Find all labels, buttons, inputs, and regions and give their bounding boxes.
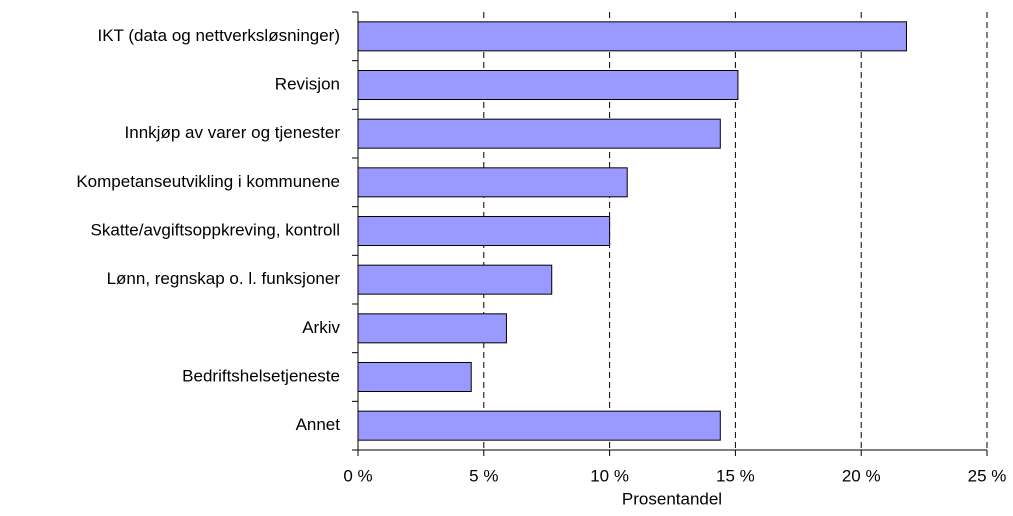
y-tick-label: Lønn, regnskap o. l. funksjoner <box>107 269 341 288</box>
x-tick-label: 20 % <box>842 466 881 485</box>
bar <box>357 362 472 392</box>
bar <box>357 410 721 441</box>
x-tick-label: 15 % <box>716 466 755 485</box>
x-tick-label: 5 % <box>469 466 498 485</box>
bar <box>357 313 507 344</box>
x-tick-label: 10 % <box>590 466 629 485</box>
x-tick-label: 0 % <box>343 466 372 485</box>
y-tick-label: Skatte/avgiftsoppkreving, kontroll <box>91 220 340 239</box>
bar <box>357 118 721 149</box>
x-tick-label: 25 % <box>968 466 1007 485</box>
bar <box>357 264 553 295</box>
y-tick-label: Kompetanseutvikling i kommunene <box>76 172 340 191</box>
bar <box>357 21 907 52</box>
bar <box>357 216 611 246</box>
bar <box>357 70 739 100</box>
x-axis-label: Prosentandel <box>622 489 722 508</box>
bar <box>357 167 628 198</box>
y-tick-label: Annet <box>296 415 341 434</box>
y-tick-label: Bedriftshelsetjeneste <box>182 366 340 385</box>
y-tick-label: IKT (data og nettverksløsninger) <box>97 26 340 45</box>
y-tick-label: Arkiv <box>302 318 340 337</box>
y-tick-label: Innkjøp av varer og tjenester <box>125 123 341 142</box>
y-tick-label: Revisjon <box>275 74 340 93</box>
